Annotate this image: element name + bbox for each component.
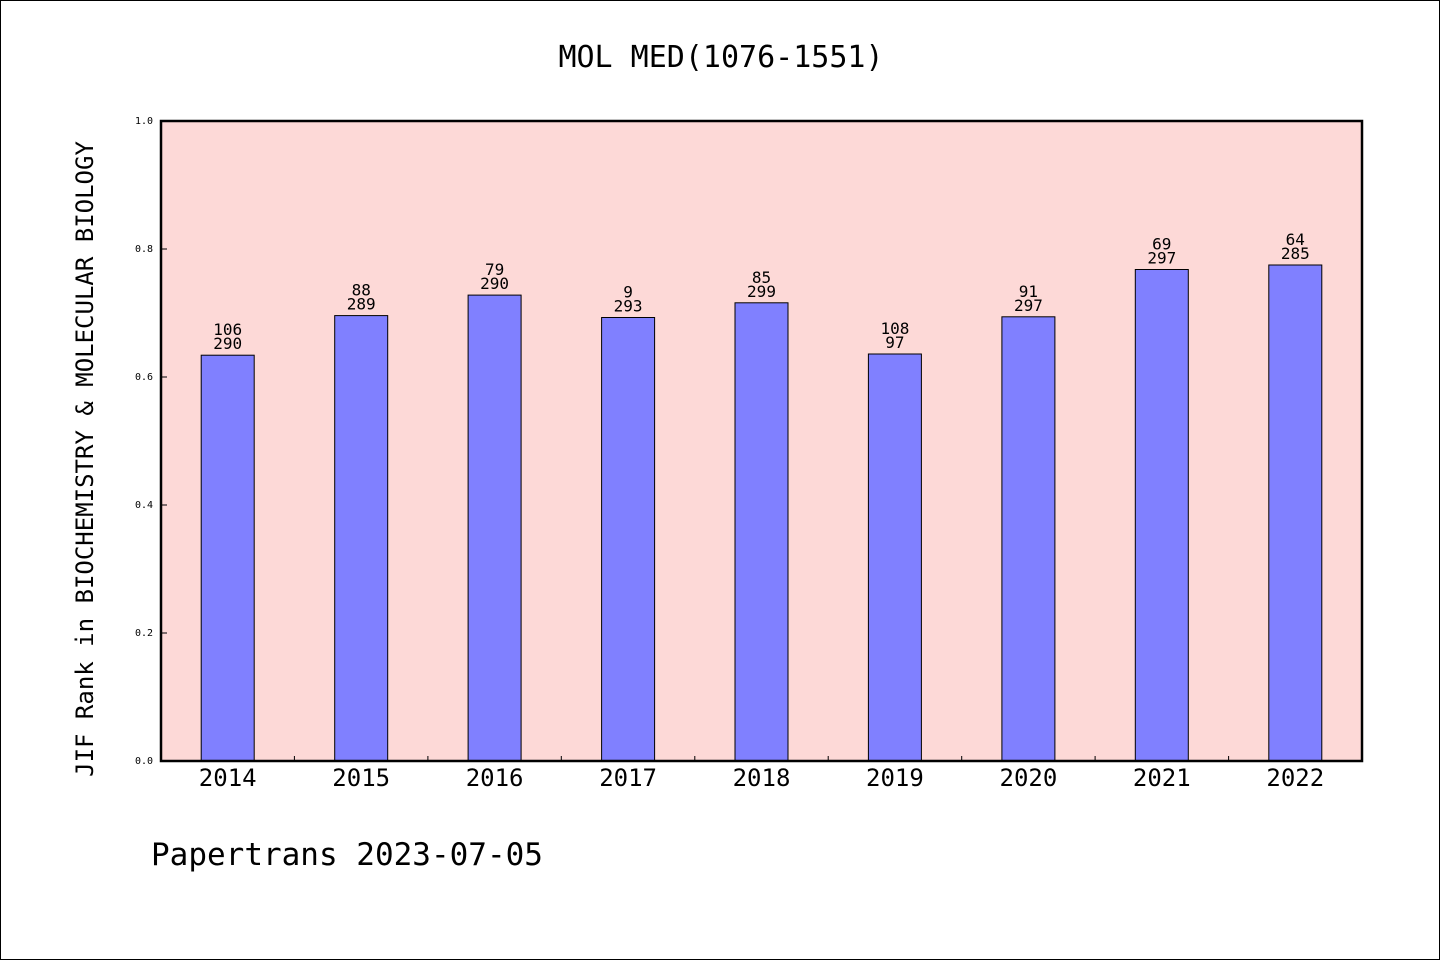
bar-2019 xyxy=(867,353,922,762)
x-tick-label-2017: 2017 xyxy=(599,764,657,792)
total-label-2019: 97 xyxy=(885,333,904,352)
x-tick-label-2014: 2014 xyxy=(199,764,257,792)
y-tick-label: 1.0 xyxy=(135,116,153,127)
chart-title: MOL MED(1076-1551) xyxy=(558,40,883,75)
bar-2014 xyxy=(200,354,255,762)
total-label-2015: 289 xyxy=(347,295,376,314)
total-label-2021: 297 xyxy=(1147,249,1176,268)
bar-2016 xyxy=(467,294,522,762)
total-label-2014: 290 xyxy=(213,334,242,353)
x-tick-label-2015: 2015 xyxy=(332,764,390,792)
bar-2017 xyxy=(601,317,656,762)
x-tick-label-2019: 2019 xyxy=(866,764,924,792)
rank-label-2015: 88 xyxy=(352,281,371,300)
x-tick-label-2022: 2022 xyxy=(1266,764,1324,792)
plot-border xyxy=(159,119,1364,763)
bar-2021 xyxy=(1134,269,1189,762)
total-label-2016: 290 xyxy=(480,274,509,293)
total-label-2020: 297 xyxy=(1014,296,1043,315)
x-tick-label-2018: 2018 xyxy=(733,764,791,792)
y-tick-label: 0.6 xyxy=(135,372,153,383)
footer-text: Papertrans 2023-07-05 xyxy=(151,837,543,873)
rank-label-2017: 9 xyxy=(623,283,633,302)
y-tick-label: 0.8 xyxy=(135,244,153,255)
total-label-2022: 285 xyxy=(1281,244,1310,263)
x-tick-label-2016: 2016 xyxy=(466,764,524,792)
x-tick-label-2020: 2020 xyxy=(1000,764,1058,792)
total-label-2018: 299 xyxy=(747,282,776,301)
rank-label-2014: 106 xyxy=(213,320,242,339)
y-tick-label: 0.4 xyxy=(135,500,153,511)
rank-label-2021: 69 xyxy=(1152,235,1171,254)
bar-2015 xyxy=(334,315,389,762)
rank-label-2016: 79 xyxy=(485,260,504,279)
y-axis-label: JIF Rank in BIOCHEMISTRY & MOLECULAR BIO… xyxy=(71,141,99,777)
x-axis: 2014 2015 2016 2017 2018 2019 2020 2021 2022 xyxy=(199,756,1324,792)
rank-label-2022: 64 xyxy=(1286,230,1305,249)
bar-2022 xyxy=(1268,264,1323,762)
y-tick-label: 0.2 xyxy=(135,628,153,639)
x-tick-label-2021: 2021 xyxy=(1133,764,1191,792)
rank-label-2020: 91 xyxy=(1019,282,1038,301)
bar-2018 xyxy=(734,302,789,762)
rank-label-2019: 108 xyxy=(880,319,909,338)
total-label-2017: 293 xyxy=(614,297,643,316)
bar-2020 xyxy=(1001,316,1056,762)
y-tick-label: 0.0 xyxy=(135,756,153,767)
rank-label-2018: 85 xyxy=(752,268,771,287)
